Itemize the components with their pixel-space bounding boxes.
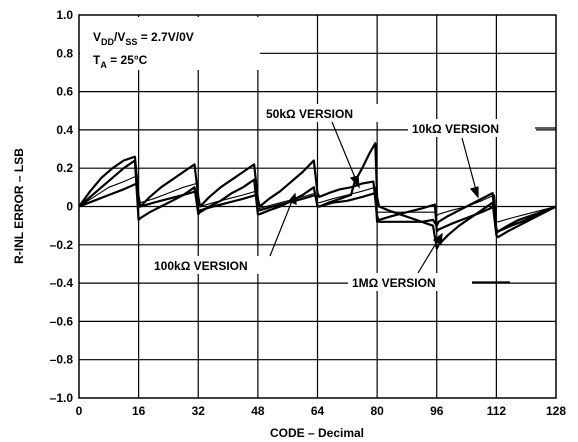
y-tick-label: 0.8 (56, 46, 73, 60)
y-tick-label: –0.4 (50, 276, 74, 290)
supply-condition: VDD/VSS = 2.7V/0V (93, 30, 194, 47)
y-tick-label: –1.0 (50, 391, 74, 405)
series-line-1 (78, 155, 557, 233)
label-1m-version: 1MΩ VERSION (352, 276, 436, 290)
x-tick-label: 128 (546, 404, 566, 418)
label-bg-50k (262, 104, 390, 122)
temperature-condition: TA = 25°C (93, 53, 148, 70)
arrow-50k-head (349, 175, 360, 189)
x-tick-label: 112 (487, 404, 507, 418)
arrow-1m-pointer (417, 239, 439, 274)
y-tick-label: 0.2 (56, 161, 73, 175)
y-tick-label: 0 (66, 200, 73, 214)
x-tick-label: 64 (311, 404, 325, 418)
y-tick-label: 0.4 (56, 123, 73, 137)
x-tick-label: 96 (430, 404, 444, 418)
plot-frame (78, 14, 557, 399)
x-axis-title: CODE – Decimal (270, 426, 364, 440)
y-tick-label: 1.0 (56, 8, 73, 22)
label-bg-1m (348, 273, 472, 291)
x-tick-label: 0 (76, 404, 83, 418)
y-tick-label: –0.6 (50, 314, 74, 328)
y-tick-label: –0.8 (50, 353, 74, 367)
conditions-box (80, 17, 260, 70)
arrow-100k-head (288, 192, 297, 205)
x-tick-label: 16 (132, 404, 146, 418)
x-tick-label: 48 (251, 404, 265, 418)
y-tick-label: –0.2 (50, 238, 74, 252)
y-tick-labels: 1.0 0.8 0.6 0.4 0.2 0 –0.2 –0.4 –0.6 –0.8 –1.0 (50, 8, 74, 405)
arrow-1m-head (432, 232, 443, 245)
y-axis-title: R-INL ERROR – LSB (12, 148, 26, 264)
label-50k-version: 50kΩ VERSION (266, 107, 353, 121)
series-group (78, 142, 557, 250)
label-100k-version: 100kΩ VERSION (154, 259, 248, 273)
arrow-100k-pointer (269, 200, 293, 257)
label-bg-100k (150, 256, 312, 274)
annotation-arrows (269, 121, 556, 283)
y-tick-label: 0.6 (56, 85, 73, 99)
x-tick-label: 80 (370, 404, 384, 418)
arrow-10k-pointer (461, 137, 477, 191)
arrow-10k-head (469, 186, 479, 199)
x-tick-label: 32 (192, 404, 206, 418)
label-10k-version: 10kΩ VERSION (412, 122, 499, 136)
arrow-50k-line (331, 121, 357, 181)
x-tick-labels: 0 16 32 48 64 80 96 112 128 (76, 404, 567, 418)
series-line-4 (78, 182, 557, 235)
label-bg-10k (408, 119, 536, 137)
